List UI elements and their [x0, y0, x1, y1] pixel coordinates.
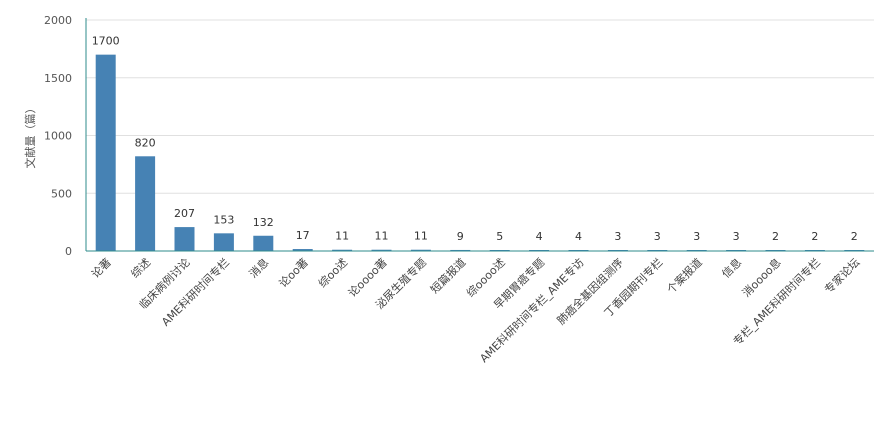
x-tick-label: 综oo述: [315, 255, 350, 290]
data-label: 153: [213, 213, 234, 226]
x-tick-label: 肺癌全基因组测序: [554, 255, 626, 327]
data-label: 2: [811, 230, 818, 243]
y-tick-label: 0: [65, 245, 72, 258]
data-label: 17: [296, 229, 310, 242]
bar[interactable]: [332, 249, 353, 251]
data-label: 3: [614, 230, 621, 243]
x-tick-label: AME科研时间专栏: [159, 255, 233, 329]
y-tick-label: 500: [51, 187, 72, 200]
data-label: 207: [174, 207, 195, 220]
data-label: 9: [457, 230, 464, 243]
x-tick-label: 消息: [246, 255, 271, 280]
bar[interactable]: [95, 54, 116, 252]
bar[interactable]: [371, 249, 392, 251]
bar[interactable]: [135, 156, 156, 251]
grid-lines: [86, 19, 874, 194]
y-axis-title: 文献量（篇）: [23, 103, 37, 169]
y-tick-label: 1500: [44, 72, 72, 85]
y-tick-label: 1000: [44, 130, 72, 143]
data-label: 3: [654, 230, 661, 243]
data-label: 3: [693, 230, 700, 243]
x-tick-label: 个案报道: [664, 255, 705, 296]
x-tick-label: 信息: [719, 255, 744, 280]
x-tick-label: 短篇报道: [427, 255, 468, 296]
bar[interactable]: [410, 249, 431, 251]
bars: [95, 54, 865, 252]
x-tick-label: 论oo著: [276, 255, 311, 290]
bar[interactable]: [253, 235, 274, 251]
bar[interactable]: [174, 227, 195, 251]
data-label: 5: [496, 230, 503, 243]
data-label: 4: [575, 230, 582, 243]
data-label: 2: [851, 230, 858, 243]
data-label: 1700: [92, 35, 120, 48]
y-tick-label: 2000: [44, 14, 72, 27]
data-label: 4: [536, 230, 543, 243]
data-label: 11: [375, 230, 389, 243]
x-tick-label: 综述: [128, 255, 153, 280]
data-label: 11: [335, 230, 349, 243]
x-tick-label: 专家论坛: [821, 255, 862, 296]
data-label: 2: [772, 230, 779, 243]
x-tick-label: 论著: [88, 255, 113, 280]
data-label: 132: [253, 216, 274, 229]
bar[interactable]: [292, 249, 313, 251]
bar[interactable]: [450, 249, 471, 251]
y-axis-ticks: 0 500 1000 1500 2000: [44, 14, 72, 258]
bar[interactable]: [213, 233, 234, 251]
data-labels: 1700 820 207 153 132 17 11 11 11 9 5 4 4 3 3 3 3 2 2 2: [92, 35, 858, 243]
data-label: 11: [414, 230, 428, 243]
data-label: 3: [733, 230, 740, 243]
data-label: 820: [135, 136, 156, 149]
